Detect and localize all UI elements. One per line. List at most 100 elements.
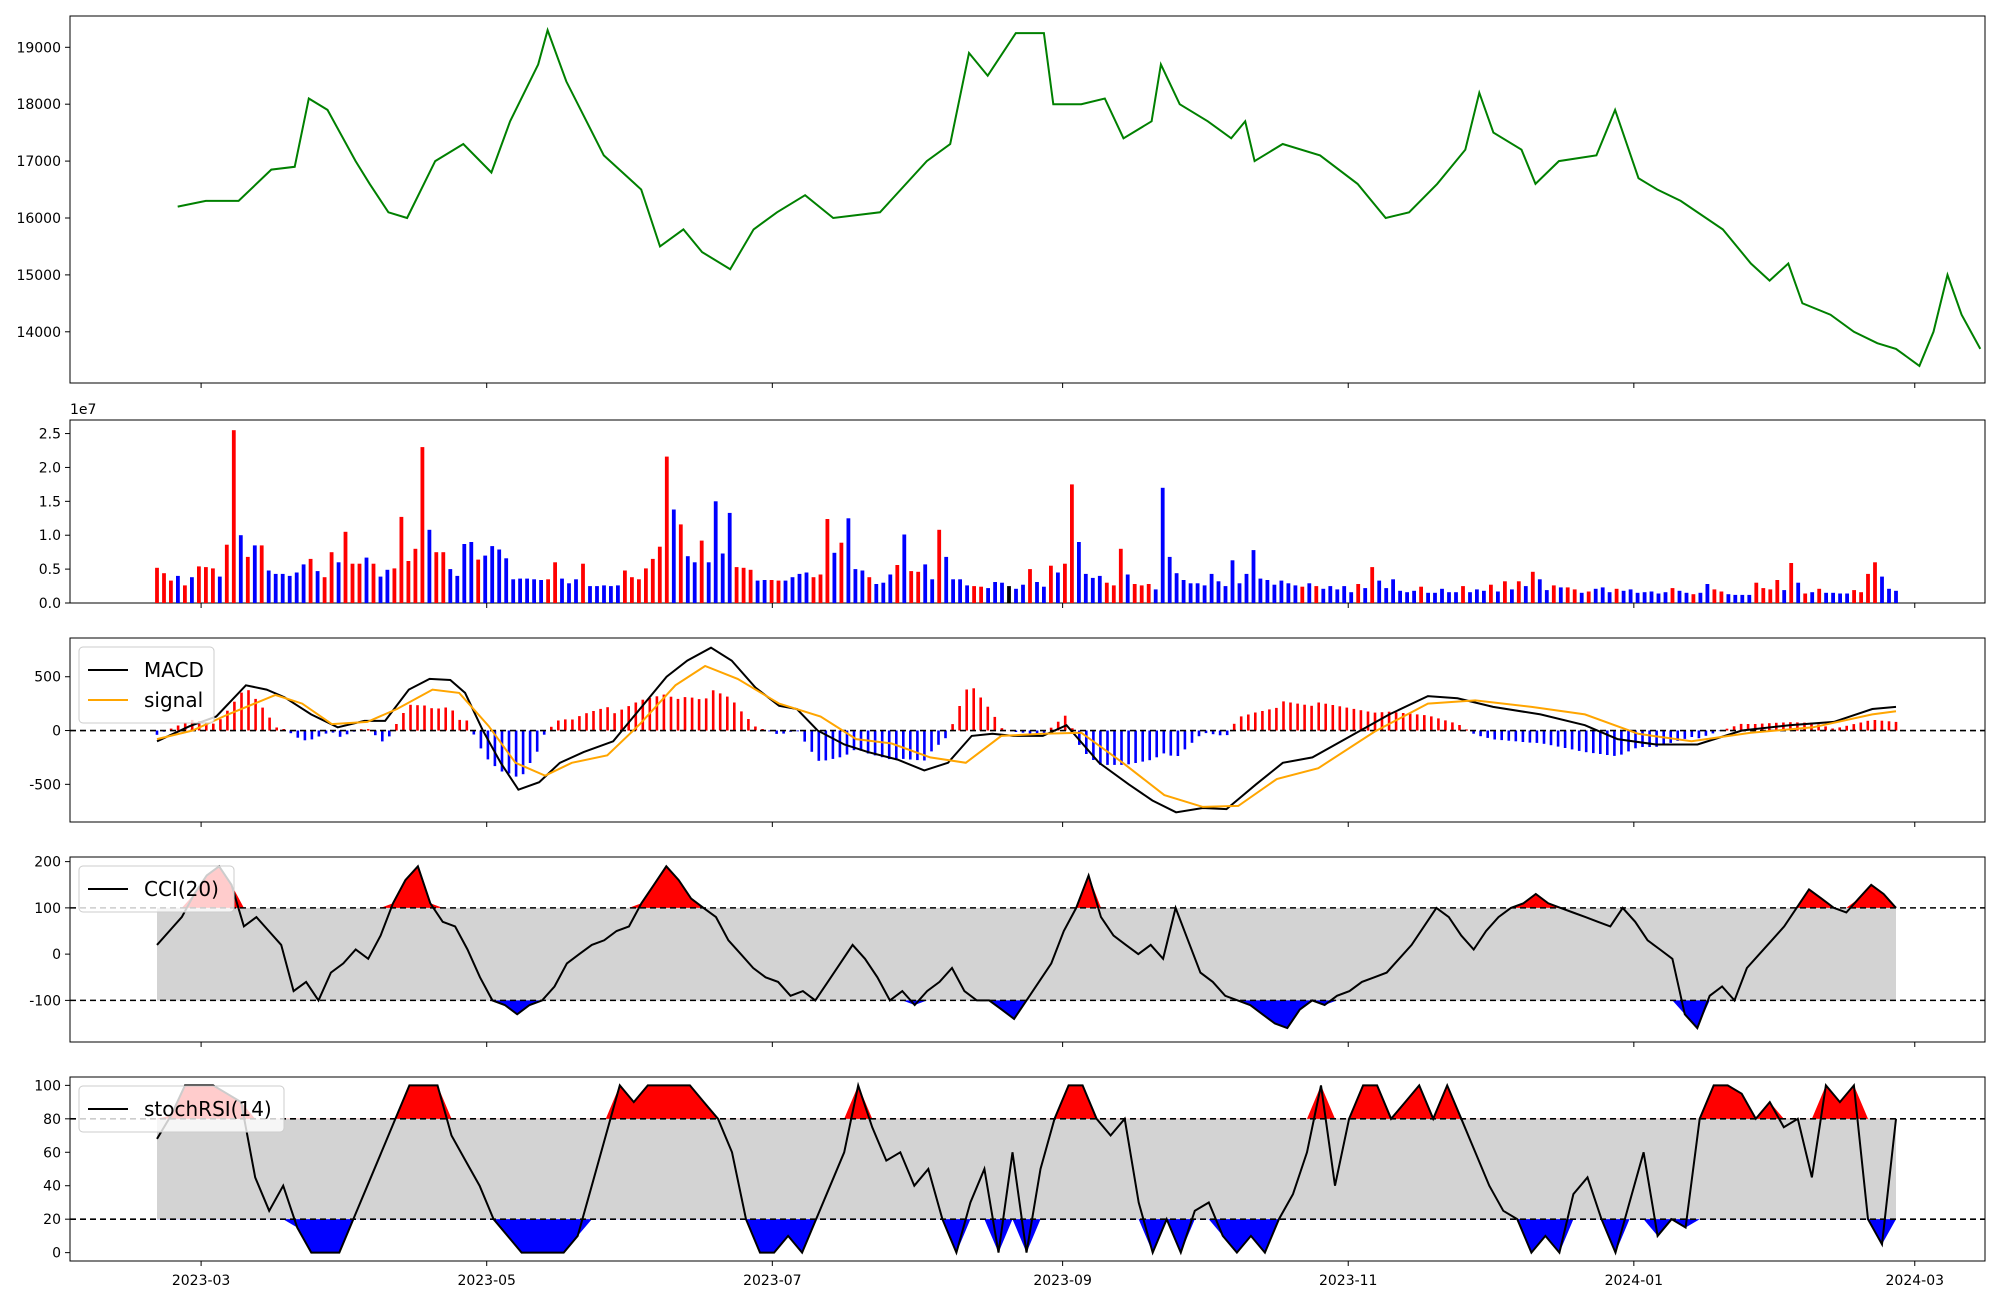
volume-bar [1796,583,1800,603]
macd-histogram-bar [557,721,560,731]
volume-bar [1706,584,1710,603]
macd-histogram-bar [1324,704,1327,731]
macd-histogram-bar [233,702,236,731]
xtick-label: 2023-11 [1319,1273,1378,1289]
volume-bar [1398,591,1402,603]
volume-bar [1112,585,1116,603]
stoch_rsi-ytick-label: 100 [34,1078,61,1094]
cci-ytick-label: 100 [34,901,61,917]
macd-axes-frame [70,638,1985,822]
macd-histogram-bar [733,703,736,731]
volume-bar [888,575,892,604]
volume-bar [1873,562,1877,603]
volume-bar [1252,550,1256,603]
macd-legend-label-0: MACD [144,658,204,682]
macd-histogram-bar [515,731,518,777]
volume-bar [861,571,865,604]
volume-bar [812,577,816,603]
macd-histogram-bar [1106,731,1109,765]
volume-bar [1601,587,1605,603]
volume-bar [1699,593,1703,603]
volume-bar [1636,593,1640,603]
volume-bar [1182,580,1186,603]
macd-histogram-bar [818,731,821,761]
xtick-label: 2023-09 [1033,1273,1092,1289]
volume-bar [1720,592,1724,604]
macd-histogram-bar [451,711,454,731]
volume-bar [1740,595,1744,603]
volume-bar [518,579,522,603]
volume-bar [1727,594,1731,603]
macd-ytick-label: 500 [34,670,61,686]
volume-bar [784,581,788,603]
volume-bar [434,552,438,603]
macd-histogram-bar [240,693,243,731]
volume-bar [1224,586,1228,603]
volume-bar [497,550,501,604]
volume-bar [169,581,173,603]
volume-bar [1412,591,1416,603]
volume-bar [1482,591,1486,603]
stoch_rsi-ytick-label: 0 [52,1246,61,1262]
volume-bar [714,501,718,603]
volume-bar [1831,593,1835,603]
cci-legend-label-0: CCI(20) [144,877,219,901]
volume-bar [365,558,369,603]
macd-histogram-bar [937,731,940,745]
cci-ytick-label: 200 [34,855,61,871]
macd-histogram-bar [1726,729,1729,731]
volume-bar [1461,586,1465,603]
volume-bar [358,564,362,603]
macd-histogram-bar [444,708,447,731]
macd-histogram-bar [677,699,680,731]
macd-histogram-bar [796,731,799,732]
stoch_rsi-ytick-label: 40 [43,1179,61,1195]
volume-bar [323,577,327,603]
volume-bar [798,574,802,603]
volume-ytick-label: 1.5 [39,494,61,510]
price-ytick-label: 19000 [16,40,61,56]
price-ytick-label: 16000 [16,211,61,227]
volume-bar [602,585,606,603]
volume-bar [539,580,543,603]
volume-bar [1196,583,1200,603]
volume-bar [1377,581,1381,603]
volume-bar [1433,593,1437,603]
volume-bar [1629,589,1633,603]
volume-bar [1168,557,1172,603]
volume-bar [651,559,655,603]
macd-histogram-bar [1275,708,1278,731]
volume-bar [1391,579,1395,603]
volume-axes-frame [70,420,1985,603]
macd-histogram-bar [1543,731,1546,744]
volume-bar [1300,587,1304,603]
macd-histogram-bar [691,698,694,731]
volume-bar [421,447,425,603]
volume-bar [1503,581,1507,603]
volume-bar [393,568,397,603]
volume-bar [700,541,704,603]
volume-bar [1733,595,1737,603]
macd-histogram-bar [867,731,870,754]
volume-bar [274,574,278,603]
volume-bar [805,573,809,604]
volume-bar [609,586,613,603]
volume-bar [749,570,753,603]
volume-bar [1294,585,1298,603]
macd-histogram-bar [1303,705,1306,731]
macd-histogram-bar [177,726,180,731]
macd-histogram-bar [458,720,461,731]
volume-bar [504,558,508,603]
volume-bar [525,579,529,603]
volume-bar [1370,567,1374,603]
volume-bar [218,577,222,603]
macd-histogram-bar [1148,731,1151,761]
macd-histogram-bar [670,697,673,731]
volume-bar [546,579,550,603]
volume-bar [623,571,627,604]
macd-histogram-bar [1064,716,1067,731]
volume-bar [777,581,781,603]
macd-histogram-bar [1247,715,1250,731]
volume-bar [267,571,271,604]
price-ytick-label: 15000 [16,268,61,284]
